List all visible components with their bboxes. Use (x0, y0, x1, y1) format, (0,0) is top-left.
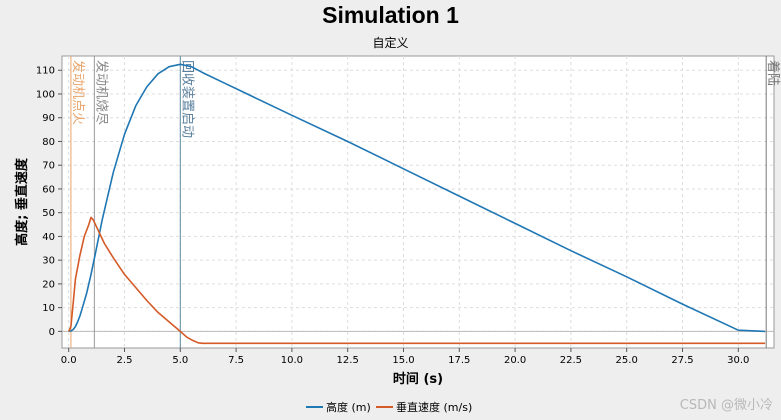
y-tick-label: 70 (42, 161, 55, 172)
y-tick-label: 0 (49, 327, 55, 338)
plot-area (61, 55, 775, 349)
event-label: 回收装置启动 (179, 60, 194, 138)
legend: 高度 (m) 垂直速度 (m/s) (306, 400, 472, 414)
watermark: CSDN @微小冷 (679, 398, 773, 413)
x-tick-label: 5.0 (172, 355, 188, 366)
y-tick-label: 60 (42, 184, 55, 195)
x-tick-label: 15.0 (392, 355, 414, 366)
y-axis-label: 高度; 垂直速度 (14, 157, 30, 246)
y-tick-label: 90 (42, 113, 55, 124)
legend-label: 高度 (m) (326, 400, 371, 414)
x-tick-label: 10.0 (281, 355, 303, 366)
y-tick-label: 10 (42, 303, 55, 314)
event-label: 发动机点火 (70, 60, 86, 125)
y-tick-label: 30 (42, 256, 55, 267)
x-tick-label: 22.5 (560, 355, 582, 366)
event-markers: 发动机点火 发动机烧尽 回收装置启动 着陆 (70, 56, 781, 348)
y-tick-label: 20 (42, 279, 55, 290)
y-tick-label: 100 (36, 89, 55, 100)
series-lines (67, 63, 766, 345)
x-tick-label: 20.0 (504, 355, 526, 366)
x-axis-label: 时间 (s) (393, 371, 443, 387)
chart-subtitle: 自定义 (372, 36, 409, 50)
y-tick-label: 80 (42, 137, 55, 148)
y-axis: 0 10 20 30 40 50 60 70 80 90 100 110 (36, 66, 62, 338)
series-line (68, 63, 766, 333)
x-tick-label: 0.0 (61, 355, 77, 366)
y-tick-label: 40 (42, 232, 55, 243)
chart-title: Simulation 1 (322, 2, 459, 28)
x-tick-label: 27.5 (671, 355, 693, 366)
event-label: 着陆 (765, 60, 781, 86)
y-tick-label: 110 (36, 66, 55, 77)
x-tick-label: 30.0 (727, 355, 749, 366)
y-tick-label: 50 (42, 208, 55, 219)
x-tick-label: 25.0 (616, 355, 638, 366)
x-tick-label: 17.5 (448, 355, 470, 366)
x-tick-label: 12.5 (337, 355, 359, 366)
legend-label: 垂直速度 (m/s) (396, 400, 472, 414)
x-tick-label: 2.5 (117, 355, 133, 366)
event-label: 发动机烧尽 (93, 60, 109, 125)
x-axis: 0.0 2.5 5.0 7.5 10.0 12.5 15.0 17.5 20.0 22.5 25.0… (61, 348, 749, 366)
x-tick-label: 7.5 (228, 355, 244, 366)
series-line (67, 216, 766, 345)
